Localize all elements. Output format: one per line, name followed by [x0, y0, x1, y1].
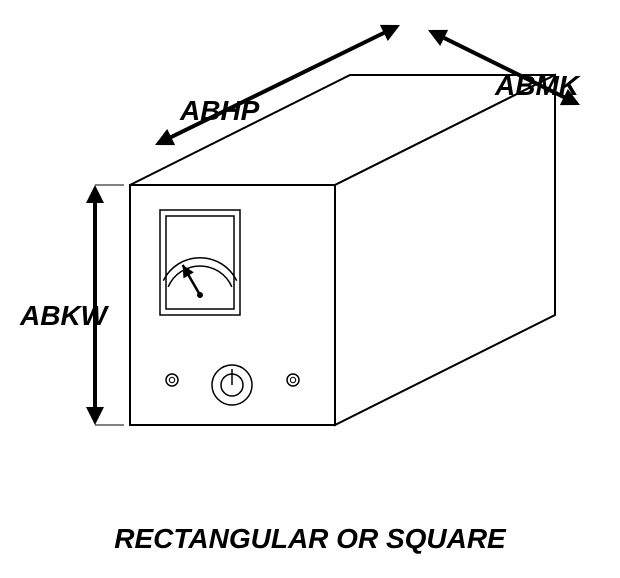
label-height: ABKW	[20, 300, 107, 332]
diagram-caption: RECTANGULAR OR SQUARE	[0, 523, 620, 555]
label-length: ABHP	[180, 95, 259, 127]
label-width: ABMK	[495, 70, 579, 102]
technical-diagram: ABKW ABHP ABMK RECTANGULAR OR SQUARE	[0, 0, 620, 573]
